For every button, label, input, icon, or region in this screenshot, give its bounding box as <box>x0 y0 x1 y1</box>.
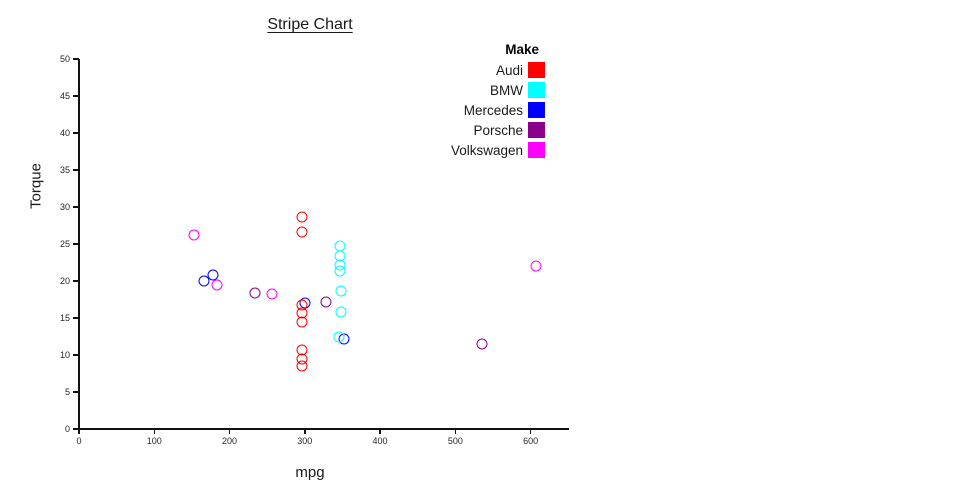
x-tick-mark <box>228 429 231 434</box>
y-tick-mark <box>73 280 79 282</box>
y-tick-mark <box>73 317 79 319</box>
y-tick-mark <box>73 428 79 430</box>
legend: Make Audi BMW Mercedes Porsche Volkswagen <box>419 40 545 160</box>
legend-items: Audi BMW Mercedes Porsche Volkswagen <box>419 60 545 160</box>
data-point-porsche <box>249 287 261 299</box>
legend-label: BMW <box>490 82 523 98</box>
legend-color-swatch <box>528 82 545 98</box>
y-tick-label: 5 <box>64 387 70 397</box>
legend-title: Make <box>505 42 539 57</box>
data-point-audi <box>296 211 308 223</box>
y-tick-label: 15 <box>59 313 70 323</box>
legend-color-swatch <box>528 102 545 118</box>
y-tick-label: 50 <box>59 54 70 64</box>
data-point-volkswagen <box>266 288 278 300</box>
y-tick-label: 45 <box>59 91 70 101</box>
data-point-bmw <box>335 285 347 297</box>
legend-color-swatch <box>528 62 545 78</box>
x-axis-label: mpg <box>295 464 325 481</box>
data-point-porsche <box>476 338 488 350</box>
x-tick-label: 300 <box>297 436 313 446</box>
x-tick-label: 600 <box>523 436 539 446</box>
x-tick-label: 100 <box>146 436 162 446</box>
x-tick-label: 200 <box>222 436 238 446</box>
x-tick-mark <box>153 429 156 434</box>
data-point-mercedes <box>198 275 210 287</box>
data-point-bmw <box>334 265 346 277</box>
y-tick-label: 20 <box>59 276 70 286</box>
data-point-porsche <box>320 296 332 308</box>
legend-label: Audi <box>495 62 523 78</box>
y-tick-mark <box>73 169 79 171</box>
y-tick-label: 40 <box>59 128 70 138</box>
x-tick-mark <box>304 429 306 434</box>
data-point-mercedes <box>207 269 219 281</box>
legend-item-mercedes[interactable]: Mercedes <box>419 100 545 120</box>
y-tick-mark <box>73 95 79 97</box>
y-tick-mark <box>73 206 79 208</box>
x-tick-mark <box>454 429 457 434</box>
data-point-audi <box>296 226 308 238</box>
x-tick-mark <box>529 429 532 434</box>
legend-item-porsche[interactable]: Porsche <box>419 120 545 140</box>
legend-label: Mercedes <box>463 102 523 118</box>
data-point-volkswagen <box>211 279 223 291</box>
x-axis-line <box>78 428 569 430</box>
data-point-volkswagen <box>530 260 542 272</box>
x-tick-label: 0 <box>76 436 82 446</box>
legend-color-swatch <box>528 142 545 158</box>
legend-item-audi[interactable]: Audi <box>419 60 545 80</box>
y-tick-label: 30 <box>59 202 70 212</box>
y-tick-label: 0 <box>64 424 70 434</box>
legend-color-swatch <box>528 122 545 138</box>
y-tick-mark <box>73 58 79 60</box>
legend-label: Porsche <box>473 122 523 138</box>
data-point-bmw <box>333 331 345 342</box>
chart-title: Stripe Chart <box>267 16 353 33</box>
data-point-audi <box>296 360 308 372</box>
x-tick-label: 400 <box>372 436 388 446</box>
y-tick-label: 35 <box>59 165 70 175</box>
legend-item-bmw[interactable]: BMW <box>419 80 545 100</box>
data-point-bmw <box>335 306 347 318</box>
y-tick-mark <box>73 354 79 356</box>
data-point-audi <box>296 316 308 328</box>
y-tick-label: 10 <box>59 350 70 360</box>
x-tick-mark <box>78 429 80 434</box>
legend-item-volkswagen[interactable]: Volkswagen <box>419 140 545 160</box>
y-tick-mark <box>73 132 79 134</box>
y-tick-mark <box>73 243 79 245</box>
x-tick-label: 500 <box>447 436 463 446</box>
y-axis-label: Torque <box>27 163 45 209</box>
y-tick-label: 25 <box>59 239 70 249</box>
x-tick-mark <box>379 429 381 434</box>
y-tick-mark <box>73 391 79 393</box>
data-point-volkswagen <box>188 229 200 241</box>
legend-label: Volkswagen <box>450 142 523 158</box>
